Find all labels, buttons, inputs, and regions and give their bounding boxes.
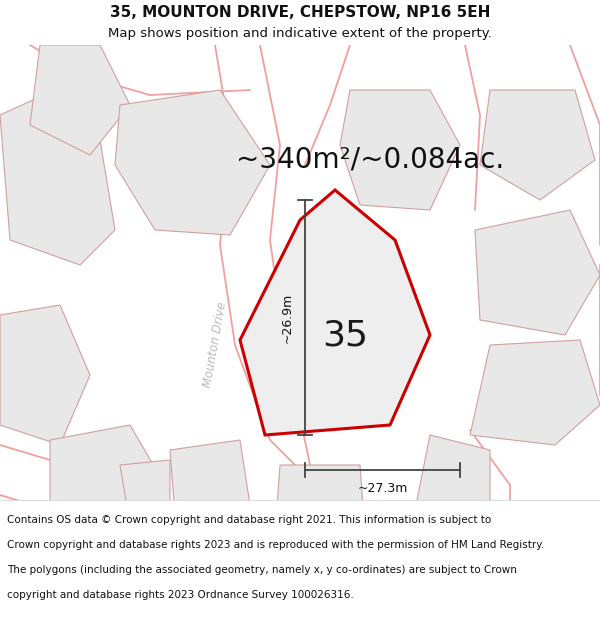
Polygon shape (120, 460, 170, 525)
Polygon shape (480, 90, 595, 200)
Polygon shape (470, 340, 600, 445)
Text: Map shows position and indicative extent of the property.: Map shows position and indicative extent… (108, 28, 492, 40)
Text: copyright and database rights 2023 Ordnance Survey 100026316.: copyright and database rights 2023 Ordna… (7, 590, 354, 600)
Text: 35, MOUNTON DRIVE, CHEPSTOW, NP16 5EH: 35, MOUNTON DRIVE, CHEPSTOW, NP16 5EH (110, 5, 490, 20)
Text: Contains OS data © Crown copyright and database right 2021. This information is : Contains OS data © Crown copyright and d… (7, 515, 491, 525)
Polygon shape (150, 505, 215, 555)
Text: The polygons (including the associated geometry, namely x, y co-ordinates) are s: The polygons (including the associated g… (7, 565, 517, 575)
Text: ~26.9m: ~26.9m (281, 292, 293, 342)
Polygon shape (115, 90, 270, 235)
Polygon shape (30, 45, 130, 155)
Polygon shape (275, 465, 365, 535)
Polygon shape (375, 500, 490, 555)
Polygon shape (170, 440, 250, 515)
Polygon shape (415, 435, 490, 515)
Text: Mounton Drive: Mounton Drive (201, 301, 229, 389)
Polygon shape (0, 505, 70, 555)
Text: ~27.3m: ~27.3m (358, 481, 407, 494)
Polygon shape (0, 90, 115, 265)
Polygon shape (280, 505, 365, 555)
Text: ~340m²/~0.084ac.: ~340m²/~0.084ac. (236, 146, 504, 174)
Polygon shape (0, 305, 90, 445)
Polygon shape (50, 425, 165, 535)
Polygon shape (240, 190, 430, 435)
Polygon shape (340, 90, 460, 210)
Text: 35: 35 (322, 318, 368, 352)
Text: Crown copyright and database rights 2023 and is reproduced with the permission o: Crown copyright and database rights 2023… (7, 540, 544, 550)
Polygon shape (475, 210, 600, 335)
